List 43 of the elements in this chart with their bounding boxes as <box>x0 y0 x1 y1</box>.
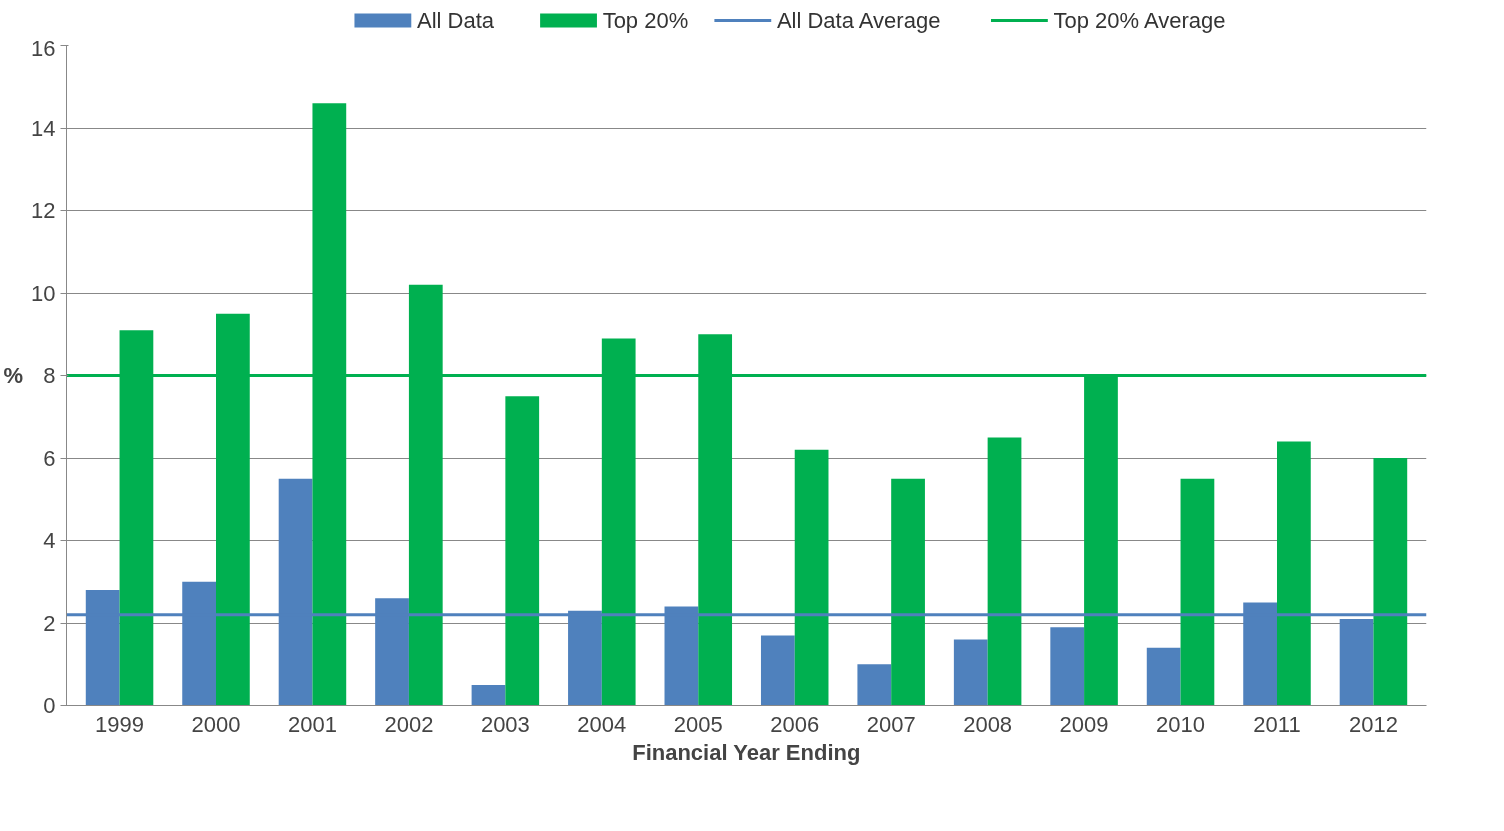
legend-label: All Data <box>416 8 495 33</box>
y-tick-label: 10 <box>31 280 56 306</box>
x-tick-label: 2011 <box>1253 711 1301 737</box>
x-tick-label: 2010 <box>1156 711 1206 737</box>
bar <box>987 437 1022 706</box>
x-tick-label: 2002 <box>384 711 434 737</box>
bar <box>857 664 892 706</box>
legend-label: Top 20% Average <box>1053 8 1226 33</box>
x-tick-label: 1999 <box>95 711 145 737</box>
x-tick-label: 2004 <box>577 711 627 737</box>
bar <box>794 449 829 706</box>
bar <box>1050 627 1085 706</box>
x-tick-label: 2000 <box>191 711 241 737</box>
bar <box>471 684 506 706</box>
bar <box>891 478 925 706</box>
y-axis-title: % <box>3 363 24 388</box>
x-tick-label: 2007 <box>866 711 916 737</box>
x-tick-label: 2012 <box>1348 711 1398 737</box>
x-tick-label: 2003 <box>480 711 530 737</box>
legend-label: Top 20% <box>602 8 689 33</box>
bar <box>1146 647 1181 706</box>
x-tick-label: 2001 <box>287 711 337 737</box>
y-tick-label: 12 <box>31 198 56 223</box>
x-tick-label: 2005 <box>673 711 723 737</box>
bar <box>953 639 988 706</box>
x-tick-label: 2009 <box>1059 711 1109 737</box>
x-tick-label: 2006 <box>770 711 820 737</box>
x-axis-title: Financial Year Ending <box>632 739 861 765</box>
bar <box>505 396 540 706</box>
bar <box>760 635 795 706</box>
x-tick-label: 2008 <box>963 711 1013 737</box>
y-tick-label: 4 <box>43 528 56 553</box>
y-tick-label: 2 <box>43 610 56 636</box>
y-tick-label: 0 <box>43 693 56 718</box>
legend-label: All Data Average <box>776 8 941 33</box>
bar <box>1277 441 1311 706</box>
y-tick-label: 6 <box>43 445 56 471</box>
y-tick-label: 16 <box>31 35 56 61</box>
y-tick-label: 8 <box>43 363 56 388</box>
y-tick-label: 14 <box>31 115 56 141</box>
bar <box>1180 478 1215 706</box>
bar <box>1339 618 1374 706</box>
bar <box>1373 458 1408 706</box>
